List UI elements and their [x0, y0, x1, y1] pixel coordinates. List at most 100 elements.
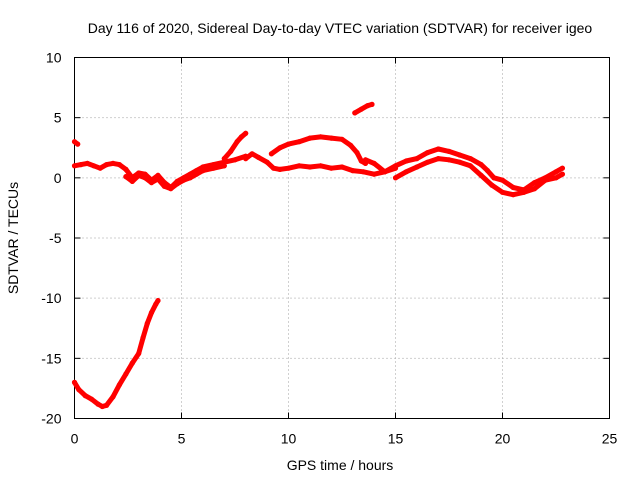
data-point [328, 135, 334, 141]
data-point [521, 189, 527, 195]
data-point [457, 152, 463, 158]
data-point [435, 156, 441, 162]
x-tick-label: 5 [178, 431, 186, 447]
data-point [181, 177, 187, 183]
data-point [155, 176, 161, 182]
series-arc-high [268, 134, 368, 166]
data-point [425, 150, 431, 156]
data-point [264, 159, 270, 165]
data-point [123, 371, 129, 377]
data-point [542, 177, 548, 183]
data-point [339, 136, 345, 142]
data-point [211, 165, 217, 171]
data-point [148, 310, 155, 316]
data-point [559, 171, 566, 177]
data-point [457, 159, 463, 165]
data-point [277, 166, 283, 172]
data-point [155, 172, 161, 178]
data-point [510, 184, 516, 191]
data-point [243, 156, 249, 162]
data-point [116, 382, 122, 388]
data-point [249, 151, 255, 157]
data-point [307, 135, 313, 141]
data-point [174, 181, 180, 187]
data-point [221, 163, 227, 169]
data-point [89, 396, 95, 402]
x-tick-label: 25 [602, 431, 618, 447]
chart-title: Day 116 of 2020, Sidereal Day-to-day VTE… [88, 20, 593, 36]
y-tick-label: 5 [54, 110, 62, 126]
data-point [285, 165, 292, 171]
data-point [328, 165, 334, 171]
data-point [532, 180, 538, 186]
data-point [354, 150, 360, 156]
data-point [161, 183, 167, 189]
ticks: 0 5 10 15 20 25 -20 -15 -10 -5 0 5 10 [41, 50, 617, 447]
data-point [307, 164, 313, 170]
data-point [559, 165, 566, 171]
data-point [358, 158, 364, 164]
data-point [221, 159, 227, 165]
data-point [371, 160, 377, 166]
data-point [200, 168, 206, 174]
data-point [148, 180, 155, 186]
data-point [75, 141, 81, 147]
data-point [82, 393, 88, 399]
data-series [71, 101, 566, 410]
data-point [193, 171, 200, 177]
x-tick-label: 0 [71, 431, 79, 447]
y-tick-label: -10 [41, 290, 61, 306]
data-point [414, 156, 420, 162]
data-point [365, 103, 371, 109]
data-point [296, 139, 302, 145]
data-point [187, 175, 193, 181]
data-point [71, 163, 78, 169]
data-point [318, 163, 324, 169]
data-point [392, 163, 399, 169]
x-tick-label: 10 [281, 431, 297, 447]
data-point [489, 182, 495, 188]
data-point [499, 189, 506, 195]
data-point [136, 350, 142, 357]
data-point [110, 394, 116, 400]
data-point [144, 320, 150, 326]
data-point [142, 175, 148, 181]
data-point [435, 146, 441, 152]
data-point [491, 175, 497, 181]
data-point [221, 156, 227, 162]
data-point [84, 160, 90, 166]
grid [74, 57, 610, 419]
y-tick-label: 0 [54, 170, 62, 186]
data-point [446, 157, 452, 163]
data-point [362, 157, 369, 163]
data-point [228, 148, 234, 154]
data-point [467, 156, 473, 162]
data-point [532, 186, 538, 192]
data-point [446, 148, 452, 154]
data-point [277, 145, 283, 151]
data-point [104, 402, 110, 408]
data-point [403, 169, 409, 175]
y-tick-label: 10 [46, 50, 62, 66]
data-point [140, 335, 146, 341]
data-point [285, 141, 292, 147]
data-point [382, 169, 388, 175]
data-point [510, 192, 516, 198]
data-point [238, 134, 244, 140]
x-tick-label: 20 [495, 431, 511, 447]
data-point [234, 139, 240, 145]
data-point [95, 401, 101, 407]
data-point [350, 168, 356, 174]
y-axis-label: SDTVAR / TECUs [5, 182, 21, 294]
data-point [499, 177, 506, 183]
data-point [110, 160, 116, 166]
data-point [155, 298, 161, 304]
y-tick-label: -15 [41, 350, 61, 366]
data-point [129, 178, 135, 184]
data-point [270, 165, 277, 171]
data-point [91, 163, 97, 169]
data-point [232, 157, 238, 163]
data-point [296, 163, 302, 169]
data-point [99, 403, 105, 410]
